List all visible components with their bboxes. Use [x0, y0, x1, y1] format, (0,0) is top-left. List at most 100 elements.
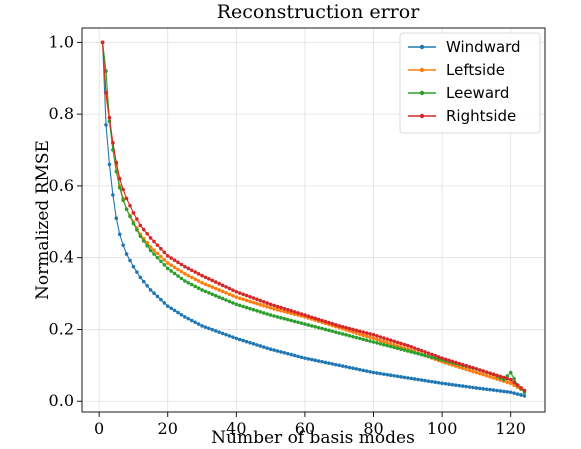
data-point: [241, 338, 245, 343]
data-point: [234, 289, 239, 294]
data-point: [447, 382, 451, 387]
data-point: [268, 347, 273, 352]
series-windward: [100, 40, 527, 398]
data-point: [107, 115, 112, 120]
data-point: [275, 304, 280, 309]
data-point: [292, 353, 297, 358]
data-point: [440, 356, 444, 360]
data-point: [440, 381, 444, 386]
data-point: [165, 261, 170, 265]
data-point: [409, 345, 414, 349]
x-axis-label: Number of basis modes: [211, 428, 415, 448]
data-point: [227, 286, 232, 291]
data-point: [388, 373, 393, 378]
legend-marker: [419, 113, 425, 119]
data-point: [265, 305, 270, 309]
data-point: [172, 271, 177, 276]
data-point: [275, 315, 280, 319]
data-point: [145, 283, 149, 288]
data-point: [111, 193, 115, 197]
data-point: [285, 307, 290, 312]
data-point: [251, 307, 256, 312]
data-point: [121, 243, 125, 247]
data-point: [306, 357, 311, 361]
data-point: [193, 277, 197, 282]
data-point: [512, 377, 516, 381]
data-point: [258, 344, 263, 348]
data-point: [292, 310, 297, 314]
data-point: [165, 254, 170, 258]
data-point: [323, 360, 328, 365]
legend-box: [399, 32, 541, 134]
data-point: [162, 301, 167, 305]
data-point: [309, 324, 314, 328]
data-point: [155, 251, 160, 256]
data-point: [433, 380, 438, 385]
data-point: [121, 187, 125, 192]
data-point: [248, 340, 252, 345]
data-point: [505, 376, 510, 381]
data-point: [460, 384, 465, 388]
data-point: [508, 377, 513, 382]
data-point: [460, 366, 465, 371]
data-point: [292, 319, 297, 324]
data-point: [426, 379, 431, 383]
data-point: [193, 320, 197, 325]
data-point: [484, 387, 489, 392]
data-point: [152, 291, 156, 296]
data-point: [279, 350, 283, 354]
data-point: [385, 340, 390, 345]
data-point: [337, 331, 342, 335]
data-point: [289, 352, 294, 357]
data-point: [354, 335, 359, 340]
data-point: [340, 324, 345, 329]
data-point: [261, 300, 266, 304]
data-point: [285, 317, 290, 322]
data-point: [354, 367, 359, 371]
data-point: [306, 314, 311, 318]
data-point: [388, 338, 393, 343]
data-point: [203, 275, 208, 280]
data-point: [502, 375, 506, 380]
data-point: [189, 275, 194, 280]
data-point: [255, 297, 259, 302]
data-point: [196, 279, 201, 283]
data-point: [172, 265, 177, 270]
data-point: [224, 291, 228, 295]
data-point: [368, 332, 372, 336]
data-point: [508, 381, 513, 386]
y-tick-label: 1.0: [49, 32, 74, 51]
data-point: [433, 356, 438, 360]
data-point: [488, 375, 492, 379]
data-point: [402, 348, 407, 352]
data-point: [337, 363, 342, 368]
data-point: [323, 327, 328, 332]
data-point: [117, 176, 122, 181]
data-point: [454, 364, 458, 368]
data-point: [220, 289, 225, 294]
data-point: [159, 297, 163, 302]
data-point: [231, 293, 235, 298]
data-point: [217, 281, 221, 286]
data-point: [138, 275, 143, 280]
data-point: [162, 250, 167, 255]
data-point: [207, 326, 211, 331]
y-axis-ticks: 0.0 0.2 0.4 0.6 0.8 1.0: [49, 32, 82, 410]
data-point: [327, 320, 331, 325]
data-point: [502, 389, 506, 394]
data-point: [423, 378, 427, 383]
data-point: [213, 293, 218, 298]
data-point: [255, 343, 259, 347]
data-point: [392, 339, 396, 344]
data-point: [316, 359, 321, 363]
y-tick-label: 0.8: [49, 104, 74, 123]
data-point: [406, 343, 410, 348]
data-point: [193, 284, 197, 289]
y-axis-label: Normalized RMSE: [33, 140, 53, 300]
data-point: [333, 322, 338, 327]
data-point: [279, 308, 283, 313]
x-tick-label: 0: [94, 419, 104, 438]
data-point: [471, 385, 475, 390]
data-point: [265, 346, 270, 350]
data-point: [114, 160, 119, 165]
